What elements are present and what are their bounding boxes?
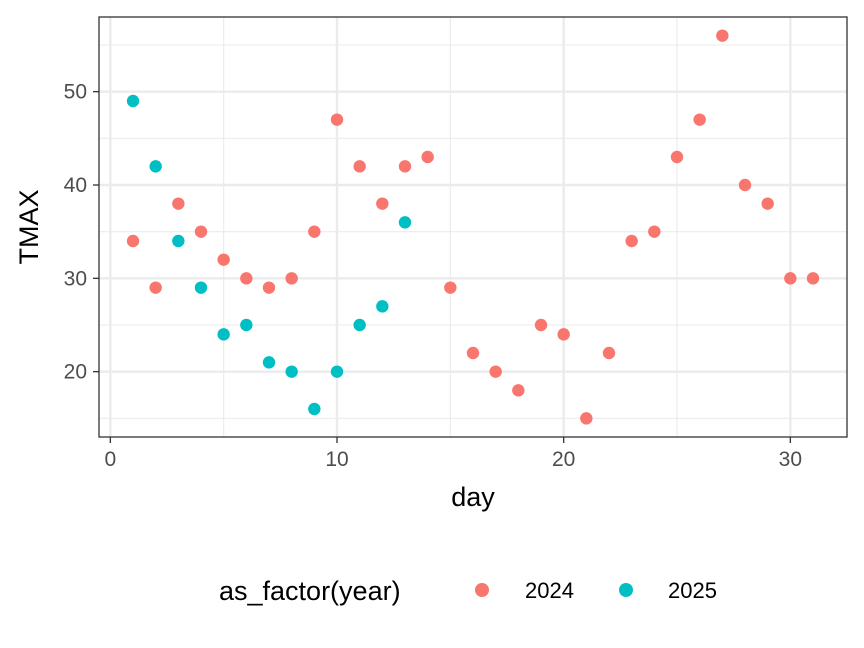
data-point-2024 — [194, 225, 208, 238]
data-point-2024 — [534, 318, 548, 332]
data-point-2024 — [353, 160, 366, 173]
x-axis-title: day — [451, 482, 495, 512]
data-point-2024 — [738, 178, 752, 192]
x-tick-label: 20 — [552, 448, 575, 471]
y-axis-title: TMAX — [14, 189, 44, 264]
legend-key-2025 — [619, 583, 633, 597]
y-tick-label: 30 — [64, 267, 87, 290]
axis-ticks — [93, 91, 791, 443]
y-tick-label: 40 — [64, 174, 87, 197]
data-point-2024 — [376, 197, 389, 210]
data-point-2024 — [444, 281, 457, 294]
legend-key-2024 — [475, 583, 489, 597]
data-point-2025 — [194, 281, 208, 294]
data-point-2024 — [421, 150, 434, 164]
minor-gridlines — [99, 17, 847, 437]
data-point-2025 — [240, 318, 253, 332]
data-point-2025 — [149, 160, 162, 173]
data-point-2024 — [670, 150, 684, 164]
data-point-2024 — [512, 384, 525, 397]
data-point-2025 — [217, 328, 230, 341]
data-point-2024 — [172, 197, 185, 210]
x-tick-label: 10 — [325, 448, 348, 471]
legend-title: as_factor(year) — [219, 576, 401, 606]
data-point-2025 — [330, 365, 344, 378]
data-point-2024 — [806, 272, 820, 285]
data-point-2024 — [398, 160, 412, 173]
data-point-2025 — [398, 216, 412, 229]
y-tick-label: 50 — [64, 81, 87, 104]
legend-label-2024: 2024 — [525, 578, 574, 603]
data-point-2024 — [149, 281, 162, 294]
data-point-2024 — [784, 272, 797, 285]
data-point-2024 — [330, 113, 344, 126]
data-point-2024 — [557, 328, 570, 341]
data-point-2024 — [217, 253, 230, 266]
data-point-2024 — [262, 281, 276, 294]
data-point-2024 — [580, 412, 593, 425]
legend-label-2025: 2025 — [668, 578, 717, 603]
data-point-2025 — [172, 234, 185, 248]
data-point-2025 — [285, 365, 298, 378]
data-point-2024 — [716, 29, 729, 42]
x-tick-label: 30 — [779, 448, 802, 471]
data-point-2024 — [625, 234, 638, 248]
data-point-2024 — [602, 346, 616, 360]
plot-panel-border — [98, 16, 848, 438]
data-point-2024 — [308, 225, 321, 238]
data-point-2025 — [262, 356, 276, 369]
data-points — [126, 29, 820, 425]
x-tick-label: 0 — [104, 448, 116, 471]
data-point-2024 — [761, 197, 774, 210]
y-tick-label: 20 — [64, 361, 87, 384]
data-point-2025 — [126, 94, 140, 108]
data-point-2024 — [466, 346, 480, 360]
data-point-2024 — [240, 272, 253, 285]
data-point-2024 — [648, 225, 661, 238]
data-point-2024 — [285, 272, 298, 285]
data-point-2024 — [489, 365, 502, 378]
data-point-2024 — [126, 234, 140, 248]
data-point-2025 — [376, 300, 389, 313]
data-point-2025 — [308, 402, 321, 416]
axis-tick-labels: 0 10 20 30 20 30 40 50 — [64, 81, 802, 471]
data-point-2025 — [353, 318, 366, 332]
legend: as_factor(year) 2024 2025 — [219, 576, 717, 606]
data-point-2024 — [693, 113, 706, 126]
